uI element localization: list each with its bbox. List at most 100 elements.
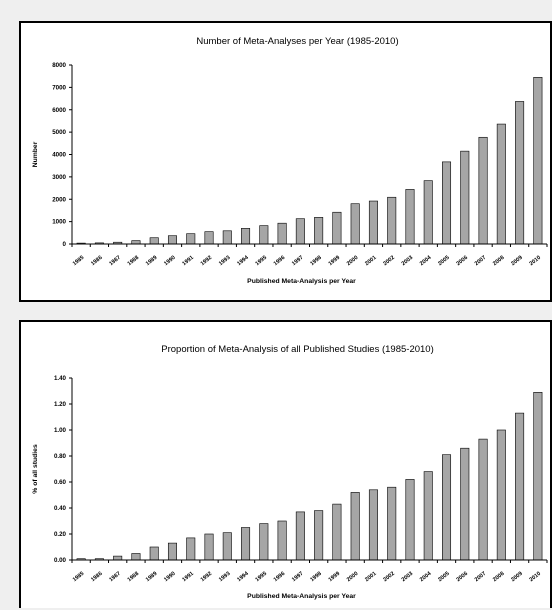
- y-tick-label: 7000: [52, 84, 66, 91]
- bar-2001: [368, 489, 378, 561]
- bar-2008: [496, 429, 506, 561]
- x-tick-label: 2003: [401, 571, 415, 583]
- bar-2004: [423, 180, 433, 245]
- bar-2005: [442, 454, 452, 561]
- x-tick-label: 2009: [510, 571, 524, 583]
- chart-title: Number of Meta-Analyses per Year (1985-2…: [196, 36, 398, 47]
- x-tick-label: 2001: [364, 255, 378, 267]
- x-tick-label: 1991: [181, 571, 195, 583]
- x-tick-label: 2005: [437, 255, 451, 267]
- chart-proportion-of-studies: Proportion of Meta-Analysis of all Publi…: [32, 344, 548, 600]
- bar-1989: [149, 546, 159, 561]
- x-axis-label: Published Meta-Analysis per Year: [247, 278, 356, 285]
- x-tick-label: 2001: [364, 571, 378, 583]
- y-tick-label: 6000: [52, 107, 66, 114]
- x-tick-label: 2008: [492, 571, 506, 583]
- y-tick-label: 0: [63, 241, 67, 248]
- x-tick-label: 1989: [145, 571, 159, 583]
- x-tick-label: 2009: [510, 255, 524, 267]
- bar-2004: [423, 471, 433, 561]
- bar-1994: [241, 527, 251, 561]
- x-tick-label: 1998: [309, 571, 323, 583]
- x-tick-label: 2007: [474, 255, 488, 267]
- bar-2001: [368, 200, 378, 245]
- bar-1993: [222, 532, 232, 561]
- x-tick-label: 1987: [108, 571, 122, 583]
- x-tick-label: 2002: [382, 571, 396, 583]
- x-tick-label: 1994: [236, 254, 250, 267]
- bar-1999: [332, 211, 342, 245]
- y-tick-label: 0.00: [54, 557, 67, 564]
- x-tick-label: 1990: [163, 255, 177, 267]
- y-axis-label: % of all studies: [32, 444, 39, 494]
- bar-1987: [113, 555, 123, 561]
- bar-2007: [478, 438, 488, 561]
- bar-2003: [405, 189, 415, 245]
- y-tick-label: 1.20: [54, 401, 67, 408]
- bar-2000: [350, 492, 360, 561]
- bar-1998: [314, 510, 324, 561]
- bar-2002: [387, 486, 397, 561]
- x-tick-label: 2000: [346, 255, 360, 267]
- bar-1995: [259, 523, 269, 561]
- x-tick-label: 2003: [401, 255, 415, 267]
- bar-1994: [241, 228, 251, 245]
- bar-1997: [295, 218, 305, 245]
- x-tick-label: 1989: [145, 255, 159, 267]
- y-tick-label: 0.80: [54, 453, 67, 460]
- bar-1996: [277, 222, 287, 245]
- x-tick-label: 1986: [90, 571, 104, 583]
- bar-2005: [442, 161, 452, 245]
- y-tick-label: 0.20: [54, 531, 67, 538]
- bar-1990: [167, 542, 177, 561]
- bar-1989: [149, 237, 159, 245]
- x-tick-label: 1988: [127, 571, 141, 583]
- x-tick-label: 2007: [474, 571, 488, 583]
- x-tick-label: 1987: [108, 255, 122, 267]
- bar-2002: [387, 196, 397, 245]
- x-tick-label: 1990: [163, 571, 177, 583]
- y-tick-label: 3000: [52, 174, 66, 181]
- x-tick-label: 1999: [328, 571, 342, 583]
- x-tick-label: 1985: [72, 571, 86, 583]
- x-tick-label: 1998: [309, 255, 323, 267]
- bar-1996: [277, 520, 287, 561]
- bar-2000: [350, 203, 360, 245]
- bar-2003: [405, 479, 415, 561]
- x-tick-label: 1996: [273, 571, 287, 583]
- bar-1999: [332, 503, 342, 561]
- x-tick-label: 2004: [419, 570, 433, 583]
- x-tick-label: 2010: [529, 571, 543, 583]
- y-tick-label: 1.40: [54, 375, 67, 382]
- x-tick-label: 1997: [291, 255, 305, 267]
- bar-1991: [186, 233, 196, 245]
- bar-2007: [478, 136, 488, 245]
- bar-1990: [167, 235, 177, 245]
- bar-1992: [204, 231, 214, 245]
- x-tick-label: 1992: [200, 571, 214, 583]
- bar-1991: [186, 537, 196, 561]
- y-axis-label: Number: [32, 141, 39, 167]
- bar-1992: [204, 533, 214, 561]
- x-tick-label: 1986: [90, 255, 104, 267]
- x-tick-label: 1985: [72, 255, 86, 267]
- x-tick-label: 2002: [382, 255, 396, 267]
- bar-2009: [515, 101, 525, 245]
- x-tick-label: 2006: [456, 571, 470, 583]
- y-tick-label: 8000: [52, 62, 66, 69]
- chart-title: Proportion of Meta-Analysis of all Publi…: [161, 344, 434, 355]
- x-tick-label: 2008: [492, 255, 506, 267]
- bar-2010: [533, 77, 543, 245]
- bar-1988: [131, 240, 141, 245]
- x-tick-label: 2004: [419, 254, 433, 267]
- x-tick-label: 1994: [236, 570, 250, 583]
- x-tick-label: 2006: [456, 255, 470, 267]
- bar-1997: [295, 511, 305, 561]
- y-tick-label: 0.60: [54, 479, 67, 486]
- y-tick-label: 1000: [52, 219, 66, 226]
- x-tick-label: 2000: [346, 571, 360, 583]
- x-tick-label: 1995: [255, 571, 269, 583]
- y-tick-label: 4000: [52, 152, 66, 159]
- bar-2008: [496, 123, 506, 245]
- bar-2009: [515, 412, 525, 561]
